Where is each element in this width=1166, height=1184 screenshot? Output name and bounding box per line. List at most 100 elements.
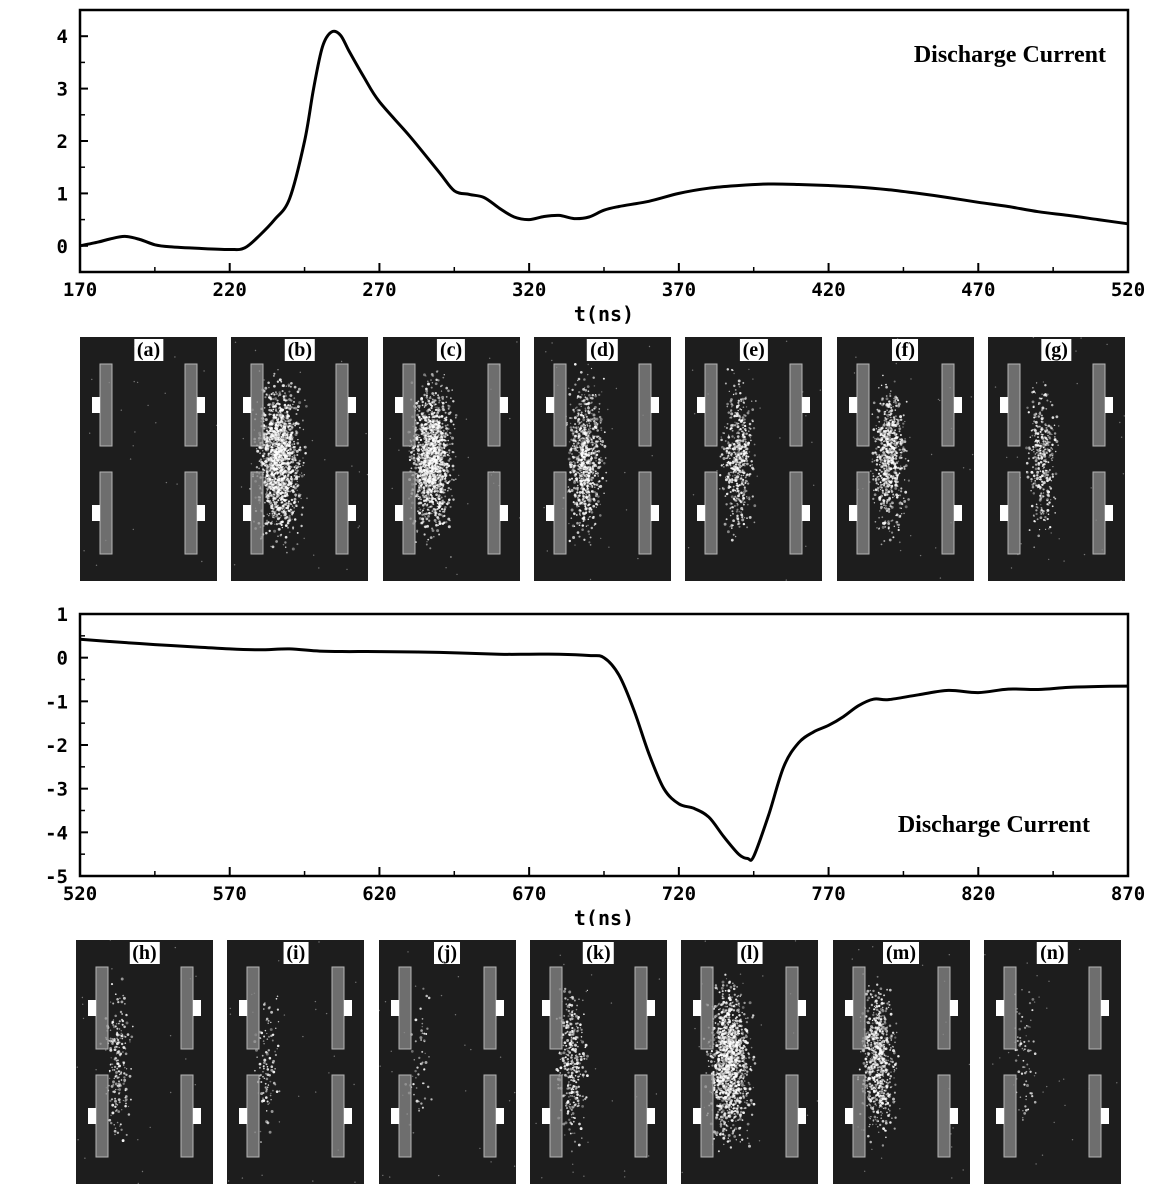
noise-dot — [571, 472, 573, 474]
plasma-glow-dot — [289, 471, 293, 474]
plasma-glow-dot — [572, 439, 575, 442]
plasma-glow-dot — [577, 437, 579, 440]
plasma-glow-dot — [297, 465, 300, 469]
plasma-glow-dot — [895, 477, 898, 479]
plasma-glow-dot — [587, 434, 590, 437]
plasma-glow-dot — [586, 498, 589, 502]
plasma-glow-dot — [281, 454, 283, 456]
plasma-glow-dot — [420, 468, 422, 471]
plasma-glow-dot — [435, 426, 439, 430]
plasma-glow-dot — [737, 399, 741, 402]
plasma-glow-dot — [441, 422, 443, 425]
plasma-glow-dot — [593, 428, 595, 431]
plasma-glow-dot — [262, 449, 264, 452]
plasma-glow-dot — [595, 483, 599, 487]
plasma-glow-dot — [593, 417, 597, 421]
plasma-glow-dot — [452, 423, 455, 426]
plasma-glow-dot — [592, 448, 594, 451]
plasma-glow-dot — [427, 449, 430, 453]
plasma-glow-dot — [290, 478, 293, 481]
plasma-glow-dot — [575, 444, 578, 447]
plasma-glow-dot — [275, 391, 278, 394]
plasma-glow-dot — [885, 472, 888, 476]
plasma-glow-dot — [905, 400, 908, 403]
plasma-glow-dot — [291, 443, 294, 446]
plasma-glow-dot — [742, 449, 746, 453]
plasma-glow-dot — [747, 455, 750, 458]
plasma-glow-dot — [1055, 440, 1059, 443]
plasma-glow-dot — [737, 414, 740, 417]
plasma-glow-dot — [741, 455, 744, 457]
plasma-glow-dot — [428, 437, 432, 440]
plasma-glow-dot — [436, 435, 439, 438]
plasma-glow-dot — [285, 385, 288, 387]
plasma-glow-dot — [575, 479, 578, 482]
plasma-glow-dot — [881, 374, 884, 377]
plasma-glow-dot — [582, 518, 586, 521]
plasma-glow-dot — [578, 502, 581, 506]
plasma-glow-dot — [286, 498, 288, 501]
plasma-glow-dot — [575, 457, 579, 461]
plasma-glow-dot — [418, 507, 420, 509]
plasma-glow-dot — [576, 449, 578, 452]
plasma-glow-dot — [256, 449, 260, 453]
plasma-glow-dot — [277, 486, 280, 488]
plasma-glow-dot — [880, 516, 883, 519]
plasma-glow-dot — [886, 469, 890, 472]
plasma-glow-dot — [290, 477, 294, 480]
plasma-glow-dot — [299, 474, 302, 476]
plasma-glow-dot — [882, 459, 886, 463]
plasma-glow-dot — [578, 477, 581, 479]
plasma-glow-dot — [426, 538, 429, 541]
plasma-glow-dot — [605, 480, 608, 482]
plasma-glow-dot — [282, 433, 285, 436]
discharge-image-panel: (g) — [987, 337, 1125, 581]
plasma-glow-dot — [428, 432, 430, 435]
plasma-glow-dot — [443, 495, 446, 498]
plasma-glow-dot — [748, 433, 752, 437]
noise-dot — [886, 417, 889, 419]
plasma-glow-dot — [294, 486, 298, 490]
noise-dot — [608, 546, 610, 548]
plasma-glow-dot — [1038, 412, 1041, 415]
noise-dot — [136, 381, 139, 384]
plasma-glow-dot — [270, 413, 273, 416]
plasma-glow-dot — [268, 386, 270, 389]
noise-dot — [881, 479, 883, 481]
plasma-glow-dot — [283, 421, 287, 424]
plasma-glow-dot — [878, 485, 882, 489]
noise-dot — [466, 503, 469, 505]
plasma-glow-dot — [748, 515, 752, 519]
plasma-glow-dot — [884, 480, 887, 482]
noise-dot — [591, 473, 594, 475]
plasma-glow-dot — [729, 443, 733, 447]
plasma-glow-dot — [572, 447, 575, 450]
plasma-glow-dot — [286, 450, 289, 452]
plasma-glow-dot — [741, 423, 745, 427]
plasma-glow-dot — [303, 446, 306, 448]
plasma-glow-dot — [889, 409, 893, 412]
plasma-glow-dot — [416, 474, 420, 478]
plasma-glow-dot — [572, 536, 575, 539]
plasma-glow-dot — [743, 459, 746, 463]
noise-dot — [120, 409, 122, 411]
plasma-glow-dot — [270, 443, 272, 446]
plasma-glow-dot — [276, 444, 280, 447]
plasma-glow-dot — [575, 471, 578, 474]
plasma-glow-dot — [281, 484, 285, 488]
plasma-glow-dot — [575, 426, 578, 429]
plasma-glow-dot — [284, 514, 287, 517]
plasma-glow-dot — [881, 492, 883, 494]
plasma-glow-dot — [266, 519, 269, 522]
plasma-glow-dot — [748, 474, 751, 477]
noise-dot — [95, 564, 98, 566]
plasma-glow-dot — [291, 518, 294, 520]
plasma-glow-dot — [738, 469, 740, 471]
plasma-glow-dot — [1036, 518, 1039, 521]
plasma-glow-dot — [903, 490, 907, 494]
plasma-glow-dot — [590, 490, 593, 493]
plasma-glow-dot — [272, 488, 275, 492]
plasma-glow-dot — [424, 375, 427, 377]
plasma-glow-dot — [731, 479, 734, 482]
plasma-glow-dot — [570, 477, 573, 480]
